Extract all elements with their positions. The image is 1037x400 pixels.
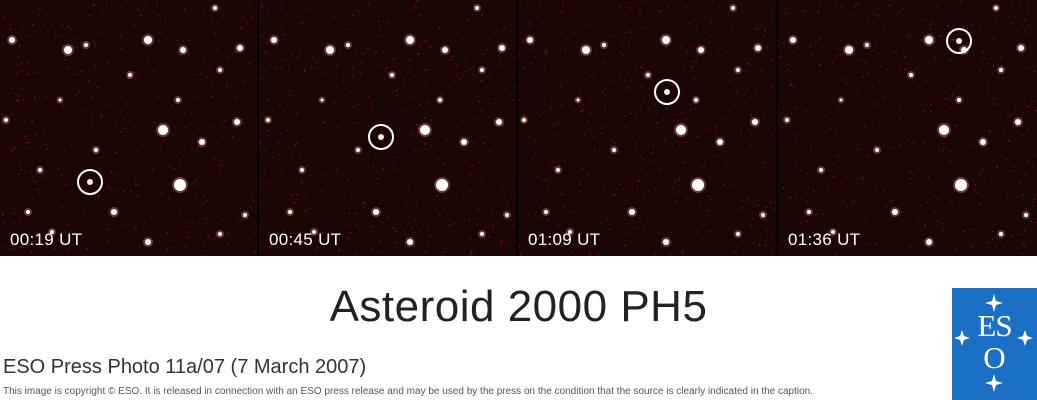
photo-id-caption: ESO Press Photo 11a/07 (7 March 2007) [3, 356, 367, 378]
star-field-2 [259, 0, 516, 256]
eso-logo: ES O [952, 288, 1037, 400]
asteroid-marker-circle [946, 28, 972, 54]
frame-2: 00:45 UT [259, 0, 516, 256]
asteroid-marker-circle [654, 79, 680, 105]
image-title: Asteroid 2000 PH5 [329, 282, 708, 331]
eso-logo-stars-icon [954, 294, 1033, 392]
asteroid-marker-circle [368, 124, 394, 150]
eso-logo-letters-es: ES [977, 308, 1012, 343]
frame-3: 01:09 UT [518, 0, 776, 256]
star-field-3 [518, 0, 776, 256]
copyright-notice: This image is copyright © ESO. It is rel… [3, 386, 814, 397]
asteroid-marker-circle [77, 169, 103, 195]
frame-time-label: 00:45 UT [269, 230, 342, 249]
frame-4: 01:36 UT [778, 0, 1037, 256]
frame-time-label: 01:36 UT [788, 230, 861, 249]
star-field-4 [778, 0, 1037, 256]
frame-1: 00:19 UT [0, 0, 257, 256]
star-field-1 [0, 0, 257, 256]
image-strip: 00:19 UT 00:45 UT 01:09 UT 01:36 UT [0, 0, 1037, 256]
frame-time-label: 00:19 UT [10, 230, 83, 249]
frame-time-label: 01:09 UT [528, 230, 601, 249]
eso-logo-letter-o: O [983, 340, 1006, 375]
